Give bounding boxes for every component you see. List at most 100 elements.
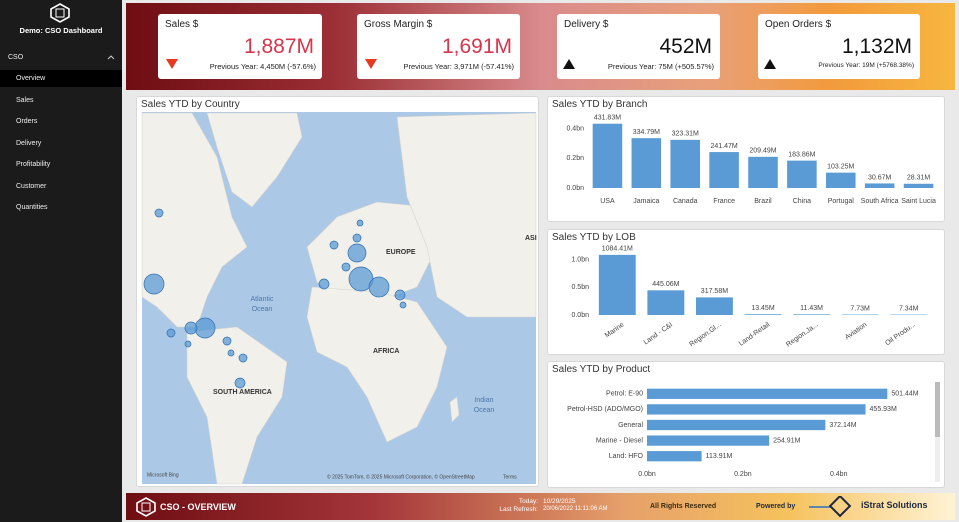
bar xyxy=(748,156,778,188)
nav-item[interactable]: Sales xyxy=(16,97,34,104)
kpi-previous: Previous Year: 4,450M (-57.6%) xyxy=(209,62,316,71)
bar xyxy=(903,183,934,188)
bubbles xyxy=(143,208,407,389)
map-label: Ocean xyxy=(252,306,273,313)
bar xyxy=(647,290,685,315)
data-label: 334.79M xyxy=(633,129,660,136)
data-label: 445.06M xyxy=(652,281,679,288)
down-arrow xyxy=(365,59,377,69)
y-tick-label: 1.0bn xyxy=(571,256,589,263)
brand-logo xyxy=(809,496,852,518)
nav-item[interactable]: Overview xyxy=(0,70,122,87)
map-title: Sales YTD by Country xyxy=(141,99,240,110)
refresh-label: Last Refresh: xyxy=(499,506,538,513)
kpi-previous: Previous Year: 3,971M (-57.41%) xyxy=(403,62,514,71)
refresh: 20/06/2022 11:11:06 AM xyxy=(543,506,608,512)
data-label: 13.45M xyxy=(751,305,775,312)
chart: 0.0bn 0.5bn 1.0bn 1084.41M Marine 445.06M Land… xyxy=(571,246,928,349)
data-label: 30.67M xyxy=(868,174,892,181)
kpi-previous: Previous Year: 75M (+505.57%) xyxy=(607,62,714,71)
x-tick-label: China xyxy=(793,198,811,205)
nav-item[interactable]: Profitability xyxy=(16,161,51,168)
scroll-thumb[interactable] xyxy=(935,382,940,437)
data-label: 7.34M xyxy=(899,305,919,312)
kpi-title: Open Orders $ xyxy=(765,19,832,30)
x-tick-label: Aviation xyxy=(844,321,868,341)
chart-title: Sales YTD by LOB xyxy=(552,232,636,243)
nav-item[interactable]: Delivery xyxy=(16,140,42,147)
bar xyxy=(864,183,895,188)
y-tick-label: Marine - Diesel xyxy=(596,437,644,444)
data-label: 113.91M xyxy=(706,453,733,460)
x-tick-label: South Africa xyxy=(861,198,899,205)
data-label: 323.31M xyxy=(672,131,699,138)
map-label: ASI xyxy=(525,235,537,242)
kpi-value: 1,132M xyxy=(841,35,912,58)
data-label: 241.47M xyxy=(710,143,737,150)
y-tick-label: Land: HFO xyxy=(609,453,644,460)
map[interactable]: EUROPE AFRICA SOUTH AMERICA Atlantic Oce… xyxy=(137,97,538,486)
kpi-title: Sales $ xyxy=(165,19,199,30)
bar xyxy=(647,404,866,415)
map-terms[interactable]: Terms xyxy=(503,474,517,480)
nav-section[interactable]: CSO xyxy=(8,54,24,61)
kpi-title: Gross Margin $ xyxy=(364,19,433,30)
logo xyxy=(50,3,70,23)
map-label: AFRICA xyxy=(373,348,399,355)
x-tick-label: 0.0bn xyxy=(638,471,656,478)
today-label: Today: xyxy=(518,498,538,505)
chevron xyxy=(107,55,115,60)
x-tick-label: Canada xyxy=(673,198,698,205)
kpi-value: 452M xyxy=(659,35,712,58)
footer-title: CSO - OVERVIEW xyxy=(160,502,236,512)
x-tick-label: Jamaica xyxy=(633,198,659,205)
map-label: Atlantic xyxy=(251,296,274,303)
map-label: EUROPE xyxy=(386,249,416,256)
y-tick-label: 0.0bn xyxy=(571,312,589,319)
data-label: 28.31M xyxy=(907,175,931,182)
y-tick-label: 0.5bn xyxy=(571,284,589,291)
chart-panel: 0.0bn 0.2bn 0.4bn 431.83M USA 334.79M Jamaica 3… xyxy=(547,96,945,222)
data-label: 1084.41M xyxy=(602,246,633,253)
bar xyxy=(709,152,739,188)
chart-panel: 0.0bn 0.2bn 0.4bn 501.44M Petrol: E-90 455.93… xyxy=(547,361,945,488)
bar xyxy=(787,160,817,188)
up-arrow xyxy=(764,59,776,69)
data-label: 103.25M xyxy=(827,163,854,170)
x-tick-label: Brazil xyxy=(754,198,772,205)
kpi-card: Delivery $ 452M Previous Year: 75M (+505… xyxy=(557,14,720,79)
rights: All Rights Reserved xyxy=(650,503,717,510)
bar xyxy=(647,451,702,462)
nav-item[interactable]: Customer xyxy=(16,183,47,190)
bar xyxy=(647,388,888,399)
powered-by: Powered by xyxy=(756,503,796,510)
kpi-card: Gross Margin $ 1,691M Previous Year: 3,9… xyxy=(357,14,520,79)
x-tick-label: Portugal xyxy=(828,198,855,205)
data-label: 431.83M xyxy=(594,115,621,122)
y-tick-label: Petrol: E-90 xyxy=(606,391,643,398)
footer-logo xyxy=(136,497,156,517)
up-arrow xyxy=(563,59,575,69)
chart: 0.0bn 0.2bn 0.4bn 431.83M USA 334.79M Jamaica 3… xyxy=(566,115,936,205)
today: 10/29/2025 xyxy=(543,498,576,505)
map-attribution: Microsoft Bing xyxy=(147,472,179,478)
data-label: 501.44M xyxy=(891,391,918,398)
map-label: SOUTH AMERICA xyxy=(213,389,272,396)
x-tick-label: Oil Produ... xyxy=(884,321,917,347)
nav-item[interactable]: Quantities xyxy=(16,204,48,211)
x-tick-label: France xyxy=(713,198,735,205)
map-label: Ocean xyxy=(474,407,495,414)
bar xyxy=(670,139,700,188)
y-tick-label: Petrol-HSD (ADO/MGO) xyxy=(567,406,643,413)
y-tick-label: 0.0bn xyxy=(566,185,584,192)
nav-item[interactable]: Orders xyxy=(16,118,38,125)
bar xyxy=(744,314,782,315)
data-label: 254.91M xyxy=(773,437,800,444)
map-label: Indian xyxy=(474,397,493,404)
bar xyxy=(647,419,826,431)
y-tick-label: 0.4bn xyxy=(566,125,584,132)
data-label: 455.93M xyxy=(870,406,897,413)
map-panel: Sales YTD by Country EUROPE AFRICA SOUTH… xyxy=(136,96,539,487)
kpi-value: 1,691M xyxy=(441,35,512,58)
